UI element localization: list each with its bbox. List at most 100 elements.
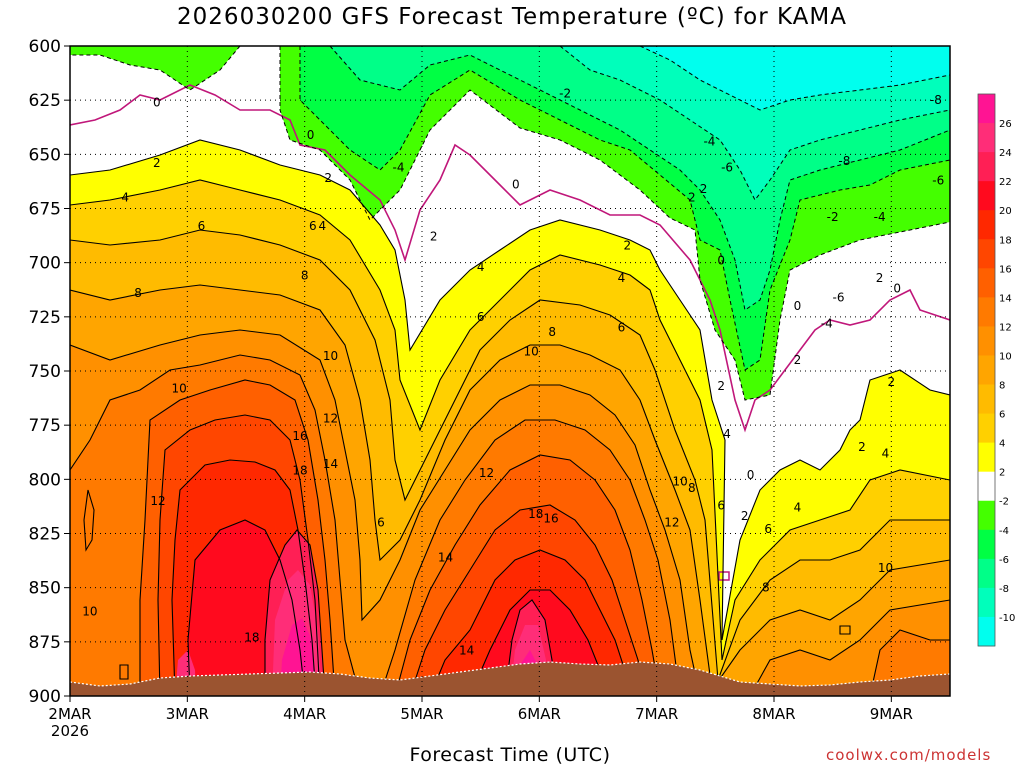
colorbar-tick-label: 16 [999,264,1012,275]
x-tick-label: 6MAR [518,705,561,723]
contour-label: 2 [741,509,749,523]
contour-label: 10 [523,345,538,359]
colorbar-swatch [978,558,995,589]
x-tick-label: 2MAR [48,705,91,723]
contour-label: 12 [323,412,338,426]
y-tick-label: 750 [29,362,61,382]
contour-label: 0 [747,468,755,482]
contour-label: 0 [794,299,802,313]
contour-label: 12 [150,494,165,508]
contour-label: 8 [301,269,309,283]
dashed-contours [70,46,950,401]
colorbar-swatch [978,94,995,124]
colorbar-tick-label: -6 [999,555,1009,566]
contour-label: 18 [528,507,543,521]
colorbar-swatch [978,500,995,531]
y-tick-label: 775 [29,416,61,436]
colorbar-legend: 26 24 22 20 18 16 14 12 10 8 6 4 2 -2 -4 -6 -8 -10 [977,93,1015,647]
colorbar-tick-label: 14 [999,293,1012,304]
zero-isotherm [70,84,950,433]
chart-title: 2026030200 GFS Forecast Temperature (ºC)… [177,4,847,30]
contour-label: 12 [664,516,679,530]
colorbar-swatch [978,297,995,327]
contour-label: 10 [171,381,186,395]
contour-label: 2 [430,230,438,244]
contour-label: 6 [717,498,725,512]
contour-label: -8 [838,154,850,168]
contour-label: 0 [512,178,520,192]
colorbar-tick-label: 8 [999,381,1005,392]
contour-label: 10 [323,349,338,363]
contour-label: 16 [543,511,558,525]
contour-label: 4 [477,260,485,274]
colorbar-tick-label: 24 [999,148,1012,159]
colorbar-tick-label: 6 [999,410,1005,421]
colorbar-swatch [978,587,995,618]
y-tick-label: 850 [29,579,61,599]
y-tick-label: 725 [29,308,61,328]
colorbar-tick-label: -8 [999,584,1009,595]
contour-label: -6 [721,160,733,174]
zone-minus10 [640,46,950,110]
colorbar-tick-label: 26 [999,119,1012,130]
contour-label: 8 [548,325,556,339]
contour-label: 4 [121,191,129,205]
y-tick-label: 600 [29,37,61,57]
contour-label: 4 [794,501,802,515]
contour-label: 2 [688,191,696,205]
contour-label: 8 [688,481,696,495]
y-tick-label: 650 [29,145,61,165]
colorbar-swatch [978,413,995,444]
contour-label: -2 [827,210,839,224]
colorbar-swatch [978,210,995,240]
credit-link[interactable]: coolwx.com/models [826,746,992,764]
colorbar-tick-label: -4 [999,526,1009,537]
colorbar-tick-label: 18 [999,235,1012,246]
colorbar-tick-label: -10 [999,613,1015,624]
contour-label: 2 [794,353,802,367]
contour-label: 2 [717,379,725,393]
x-tick-label: 8MAR [752,705,795,723]
colorbar-swatch [978,152,995,182]
contour-label: 0 [153,95,161,109]
contour-label: -4 [703,134,715,148]
x-tick-year: 2026 [51,722,89,740]
contour-label: 14 [323,457,338,471]
contour-label: 2 [153,156,161,170]
colorbar-tick-label: 22 [999,177,1012,188]
colorbar-swatch [978,268,995,298]
contour-label: 6 [477,310,485,324]
colorbar-swatch [978,326,995,356]
contour-label: 6 [377,516,385,530]
x-tick-label: 3MAR [166,705,209,723]
terrain-edge [70,661,950,687]
y-tick-label: 625 [29,91,61,111]
contour-label: 18 [244,631,259,645]
contour-label: 14 [459,644,474,658]
contour-label: 2 [700,182,708,196]
contour-label: 2 [624,238,632,252]
colorbar-tick-label: 4 [999,439,1005,450]
contour-label: 6 [764,522,772,536]
y-tick-label: 675 [29,200,61,220]
y-tick-label: 700 [29,254,61,274]
contour-label: 2 [858,440,866,454]
contour-label: -4 [821,316,833,330]
colorbar-swatch [978,384,995,415]
contour-label: -6 [932,173,944,187]
contour-label: 2 [876,271,884,285]
colorbar-swatch [978,181,995,211]
contour-label: 6 [309,219,317,233]
contour-label: -8 [930,93,942,107]
colorbar-tick-label: 2 [999,468,1005,479]
contour-label: 8 [134,286,142,300]
colorbar-tick-label: 10 [999,351,1012,362]
colorbar-tick-label: -2 [999,497,1009,508]
contour-label: 0 [893,282,901,296]
colorbar-frame [977,93,996,647]
y-tick-label: 800 [29,470,61,490]
contour-label: 10 [878,561,893,575]
contour-label: -6 [833,290,845,304]
